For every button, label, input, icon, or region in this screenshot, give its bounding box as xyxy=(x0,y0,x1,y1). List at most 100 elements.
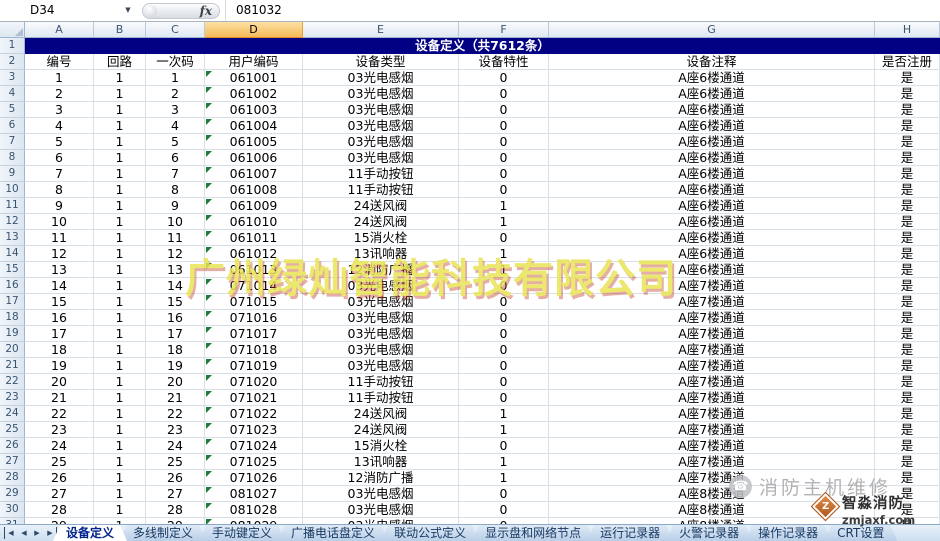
cell-type[interactable]: 03光电感烟 xyxy=(303,326,459,342)
cell-feature[interactable]: 0 xyxy=(459,118,549,134)
cell-num[interactable]: 28 xyxy=(25,502,94,518)
cell-user_code[interactable]: 071014 xyxy=(205,278,303,294)
cell-num[interactable]: 18 xyxy=(25,342,94,358)
row-header[interactable]: 3 xyxy=(0,70,25,86)
cell-num[interactable]: 6 xyxy=(25,150,94,166)
cell-num[interactable]: 10 xyxy=(25,214,94,230)
cell-registered[interactable]: 是 xyxy=(875,150,940,166)
row-header[interactable]: 15 xyxy=(0,262,25,278)
cell-user_code[interactable]: 061005 xyxy=(205,134,303,150)
cell-type[interactable]: 03光电感烟 xyxy=(303,518,459,524)
cell-registered[interactable]: 是 xyxy=(875,342,940,358)
cell-user_code[interactable]: 061007 xyxy=(205,166,303,182)
cell-registered[interactable]: 是 xyxy=(875,102,940,118)
cell-type[interactable]: 03光电感烟 xyxy=(303,134,459,150)
cell-loop[interactable]: 1 xyxy=(94,262,146,278)
cell-feature[interactable]: 0 xyxy=(459,166,549,182)
cell-num[interactable]: 23 xyxy=(25,422,94,438)
sheet-tab-操作记录器[interactable]: 操作记录器 xyxy=(745,525,831,541)
cell-registered[interactable]: 是 xyxy=(875,390,940,406)
cell-type[interactable]: 03光电感烟 xyxy=(303,486,459,502)
cell-note[interactable]: A座6楼通道 xyxy=(549,246,875,262)
cell-code[interactable]: 8 xyxy=(146,182,205,198)
cell-code[interactable]: 6 xyxy=(146,150,205,166)
cell-user_code[interactable]: 071017 xyxy=(205,326,303,342)
row-header[interactable]: 5 xyxy=(0,102,25,118)
cell-type[interactable]: 13讯响器 xyxy=(303,246,459,262)
cell-user_code[interactable]: 071021 xyxy=(205,390,303,406)
cell-type[interactable]: 03光电感烟 xyxy=(303,342,459,358)
field-header[interactable]: 一次码 xyxy=(146,54,205,70)
cell-loop[interactable]: 1 xyxy=(94,406,146,422)
cell-feature[interactable]: 0 xyxy=(459,150,549,166)
cell-feature[interactable]: 1 xyxy=(459,454,549,470)
cell-feature[interactable]: 0 xyxy=(459,326,549,342)
cell-code[interactable]: 9 xyxy=(146,198,205,214)
cell-loop[interactable]: 1 xyxy=(94,422,146,438)
sheet-tab-多线制定义[interactable]: 多线制定义 xyxy=(120,525,206,541)
cell-feature[interactable]: 0 xyxy=(459,102,549,118)
cell-loop[interactable]: 1 xyxy=(94,454,146,470)
cell-user_code[interactable]: 081028 xyxy=(205,502,303,518)
cell-note[interactable]: A座7楼通道 xyxy=(549,294,875,310)
cell-code[interactable]: 5 xyxy=(146,134,205,150)
cell-type[interactable]: 03光电感烟 xyxy=(303,118,459,134)
cell-loop[interactable]: 1 xyxy=(94,310,146,326)
cell-num[interactable]: 22 xyxy=(25,406,94,422)
cell-type[interactable]: 11手动按钮 xyxy=(303,166,459,182)
cell-code[interactable]: 1 xyxy=(146,70,205,86)
cell-note[interactable]: A座8楼通道 xyxy=(549,486,875,502)
cell-note[interactable]: A座7楼通道 xyxy=(549,406,875,422)
cell-user_code[interactable]: 071018 xyxy=(205,342,303,358)
row-header[interactable]: 6 xyxy=(0,118,25,134)
cell-feature[interactable]: 0 xyxy=(459,358,549,374)
cell-num[interactable]: 4 xyxy=(25,118,94,134)
column-header-A[interactable]: A xyxy=(25,22,94,37)
cell-num[interactable]: 19 xyxy=(25,358,94,374)
row-header[interactable]: 16 xyxy=(0,278,25,294)
cell-loop[interactable]: 1 xyxy=(94,230,146,246)
row-header[interactable]: 24 xyxy=(0,406,25,422)
cell-type[interactable]: 11手动按钮 xyxy=(303,390,459,406)
cell-num[interactable]: 24 xyxy=(25,438,94,454)
cell-code[interactable]: 24 xyxy=(146,438,205,454)
cell-num[interactable]: 5 xyxy=(25,134,94,150)
cell-registered[interactable]: 是 xyxy=(875,166,940,182)
cell-code[interactable]: 11 xyxy=(146,230,205,246)
cell-loop[interactable]: 1 xyxy=(94,470,146,486)
name-box-dropdown-icon[interactable]: ▼ xyxy=(125,6,131,14)
cell-loop[interactable]: 1 xyxy=(94,294,146,310)
cell-registered[interactable]: 是 xyxy=(875,182,940,198)
row-header[interactable]: 30 xyxy=(0,502,25,518)
cell-loop[interactable]: 1 xyxy=(94,182,146,198)
row-header[interactable]: 9 xyxy=(0,166,25,182)
cell-type[interactable]: 03光电感烟 xyxy=(303,294,459,310)
cell-code[interactable]: 7 xyxy=(146,166,205,182)
row-header[interactable]: 7 xyxy=(0,134,25,150)
cell-code[interactable]: 15 xyxy=(146,294,205,310)
cell-user_code[interactable]: 061013 xyxy=(205,262,303,278)
cell-registered[interactable]: 是 xyxy=(875,454,940,470)
cell-feature[interactable]: 1 xyxy=(459,246,549,262)
cell-note[interactable]: A座7楼通道 xyxy=(549,278,875,294)
cell-feature[interactable]: 1 xyxy=(459,214,549,230)
cell-user_code[interactable]: 061006 xyxy=(205,150,303,166)
cell-user_code[interactable]: 061012 xyxy=(205,246,303,262)
cell-num[interactable]: 1 xyxy=(25,70,94,86)
row-header[interactable]: 18 xyxy=(0,310,25,326)
row-header-1[interactable]: 1 xyxy=(0,38,25,54)
cell-feature[interactable]: 0 xyxy=(459,502,549,518)
cell-type[interactable]: 11手动按钮 xyxy=(303,374,459,390)
cell-user_code[interactable]: 071020 xyxy=(205,374,303,390)
cell-user_code[interactable]: 071025 xyxy=(205,454,303,470)
cell-num[interactable]: 17 xyxy=(25,326,94,342)
cell-registered[interactable]: 是 xyxy=(875,262,940,278)
cell-note[interactable]: A座7楼通道 xyxy=(549,470,875,486)
column-header-E[interactable]: E xyxy=(303,22,459,37)
sheet-tab-火警记录器[interactable]: 火警记录器 xyxy=(666,525,752,541)
cell-code[interactable]: 29 xyxy=(146,518,205,524)
cell-num[interactable]: 16 xyxy=(25,310,94,326)
cell-loop[interactable]: 1 xyxy=(94,134,146,150)
cell-note[interactable]: A座7楼通道 xyxy=(549,454,875,470)
cell-loop[interactable]: 1 xyxy=(94,374,146,390)
